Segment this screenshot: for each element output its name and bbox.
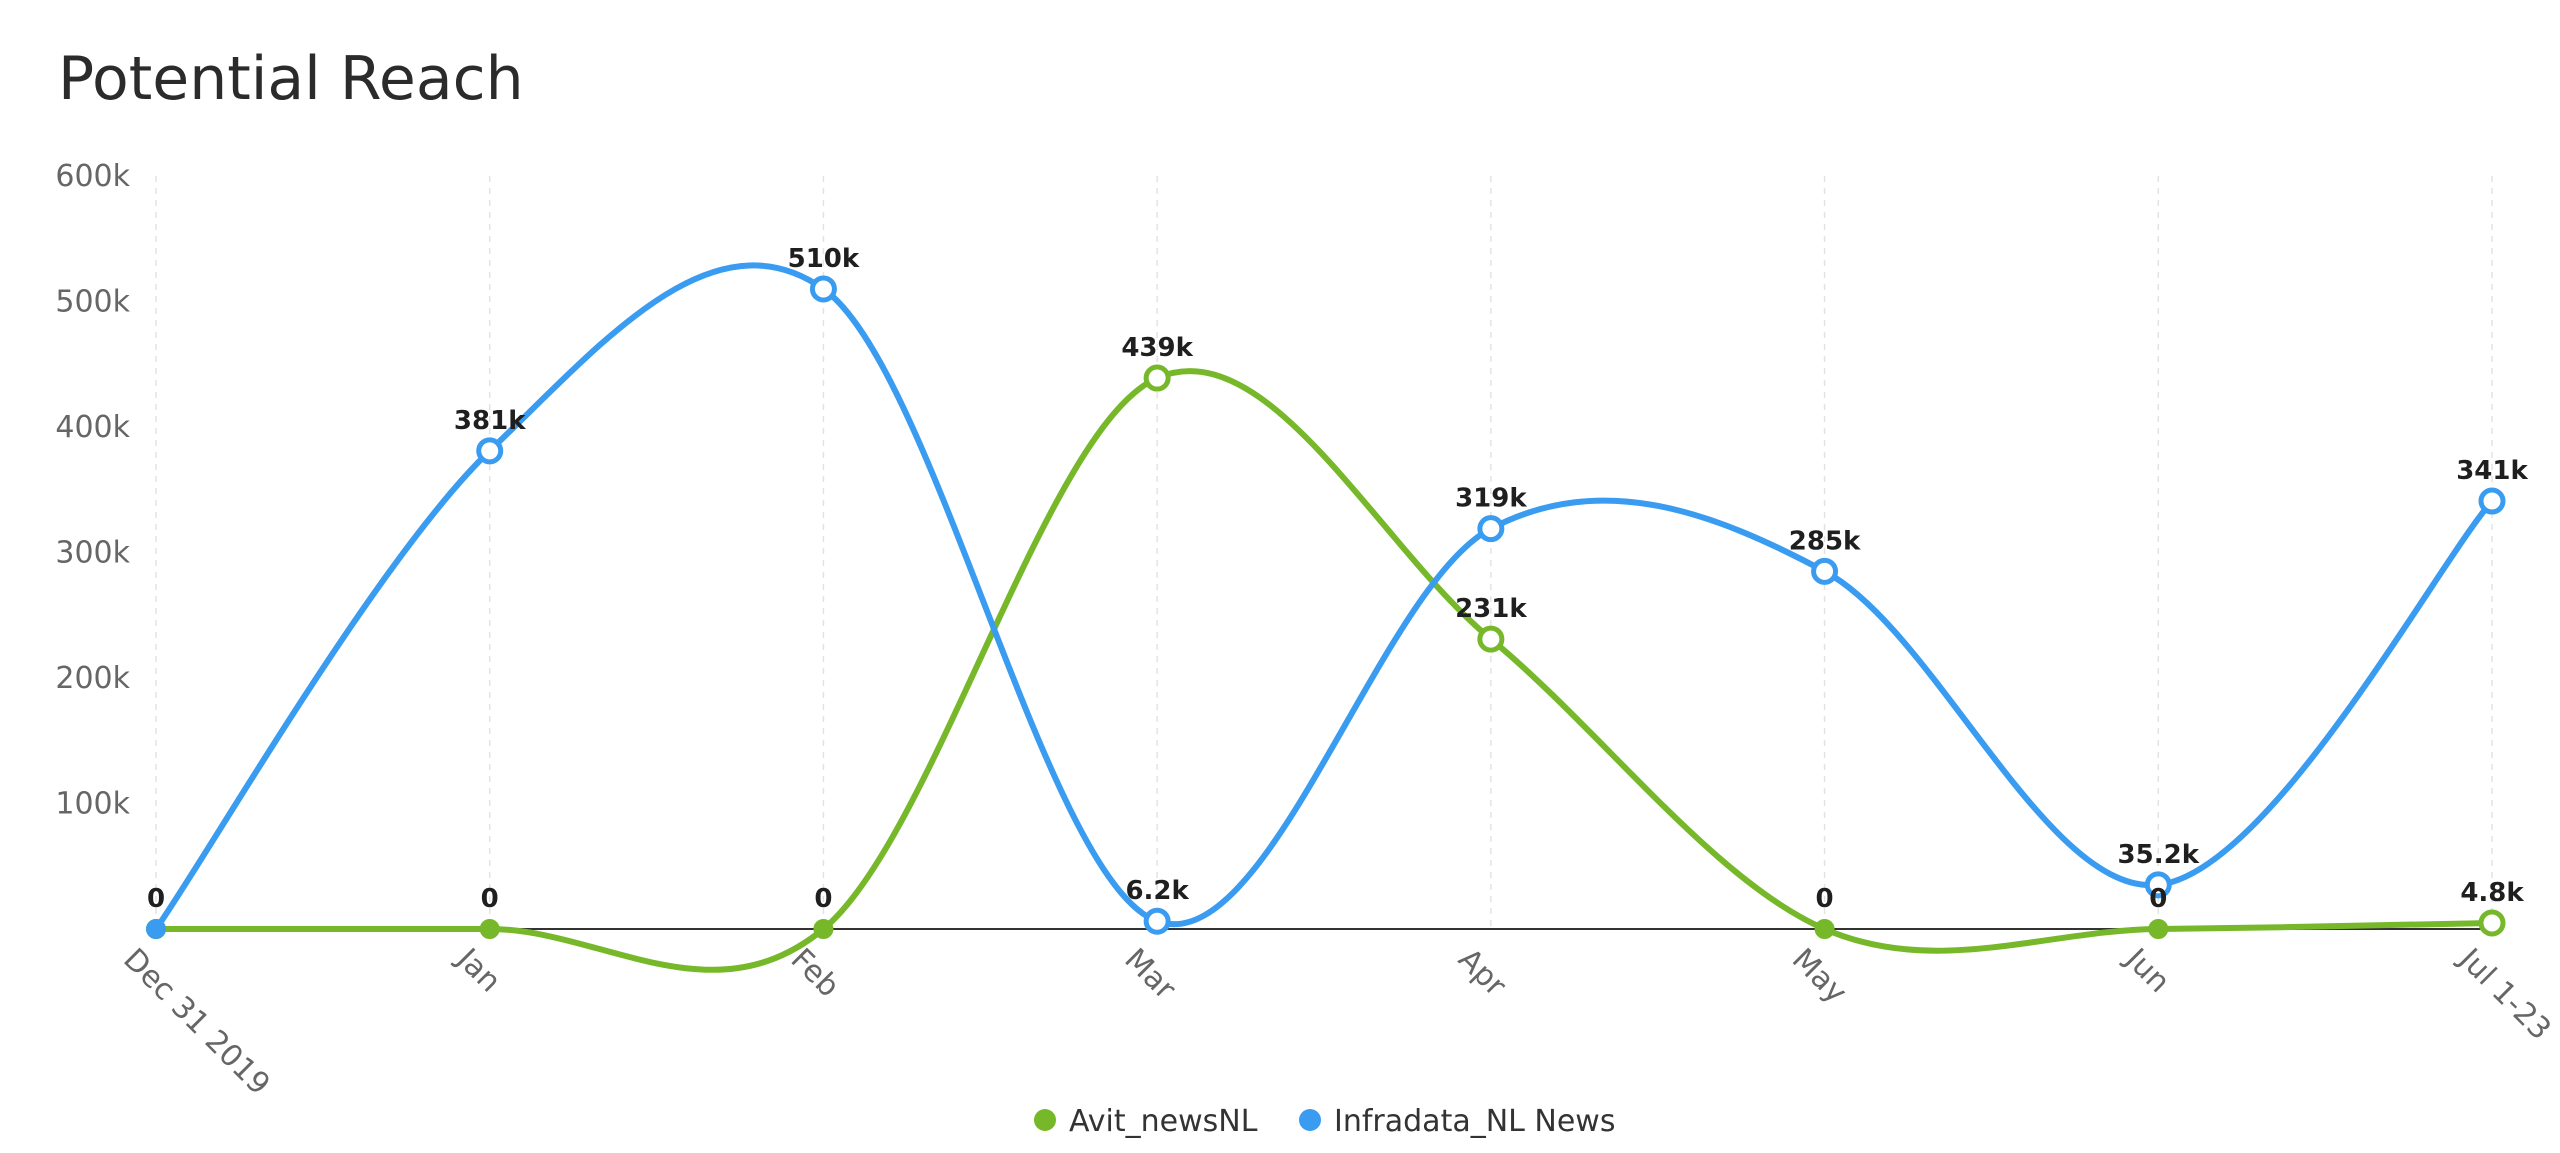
data-point[interactable] — [2148, 919, 2169, 939]
data-label: 381k — [454, 406, 526, 436]
data-label: 0 — [147, 884, 165, 914]
data-label: 319k — [1455, 484, 1527, 514]
data-label: 0 — [2149, 884, 2167, 914]
data-point[interactable] — [1143, 907, 1171, 935]
y-tick-label: 400k — [55, 410, 130, 445]
data-label: 0 — [814, 884, 832, 914]
data-label: 0 — [1816, 884, 1834, 914]
x-tick-label: Dec 31 2019 — [116, 942, 276, 1102]
data-point[interactable] — [1814, 919, 1835, 939]
series-line-0 — [153, 368, 2495, 973]
legend[interactable]: Avit_newsNL Infradata_NL News — [1034, 1104, 1615, 1139]
y-tick-label: 500k — [55, 285, 130, 320]
data-labels: 0 0 0 439k 231k 0 0 4.8k 381k 510k 6.2k 319k 285k 35.… — [147, 244, 2529, 914]
grid-lines — [155, 176, 2493, 929]
data-point[interactable] — [1477, 625, 1505, 653]
data-label: 341k — [2456, 456, 2528, 486]
data-point[interactable] — [813, 919, 834, 939]
data-point[interactable] — [809, 275, 837, 303]
x-tick-label: Apr — [1451, 942, 1513, 1004]
x-tick-label: May — [1785, 942, 1854, 1011]
data-point[interactable] — [1811, 557, 1839, 585]
y-tick-label: 300k — [55, 536, 130, 571]
data-point[interactable] — [2478, 909, 2506, 937]
data-label: 285k — [1789, 526, 1861, 556]
data-label: 510k — [788, 244, 860, 274]
series-line-1 — [153, 262, 2495, 932]
data-label: 4.8k — [2460, 878, 2524, 908]
data-point[interactable] — [479, 919, 500, 939]
x-tick-label: Jan — [449, 940, 508, 999]
data-point[interactable] — [2478, 487, 2506, 515]
data-points — [146, 275, 2506, 939]
legend-marker — [1034, 1109, 1056, 1131]
series-lines — [153, 262, 2495, 973]
data-label: 0 — [481, 884, 499, 914]
legend-item[interactable]: Avit_newsNL — [1034, 1104, 1258, 1139]
legend-label: Avit_newsNL — [1069, 1104, 1258, 1139]
data-point[interactable] — [2144, 871, 2172, 899]
legend-marker — [1299, 1109, 1321, 1131]
y-tick-label: 100k — [55, 787, 130, 822]
data-label: 439k — [1121, 333, 1193, 363]
data-point[interactable] — [1477, 515, 1505, 543]
data-label: 231k — [1455, 594, 1527, 624]
data-point[interactable] — [1143, 364, 1171, 392]
data-label: 35.2k — [2118, 840, 2200, 870]
data-point[interactable] — [476, 437, 504, 465]
legend-item[interactable]: Infradata_NL News — [1299, 1104, 1615, 1139]
x-tick-label: Jun — [2117, 940, 2176, 999]
y-tick-label: 600k — [55, 159, 130, 194]
chart-title: Potential Reach — [58, 44, 524, 114]
y-tick-label: 200k — [55, 661, 130, 696]
legend-label: Infradata_NL News — [1334, 1104, 1615, 1139]
x-tick-label: Mar — [1117, 942, 1182, 1007]
data-label: 6.2k — [1125, 876, 1189, 906]
data-point[interactable] — [146, 919, 166, 939]
x-tick-label: Jul 1-23 — [2451, 940, 2558, 1047]
